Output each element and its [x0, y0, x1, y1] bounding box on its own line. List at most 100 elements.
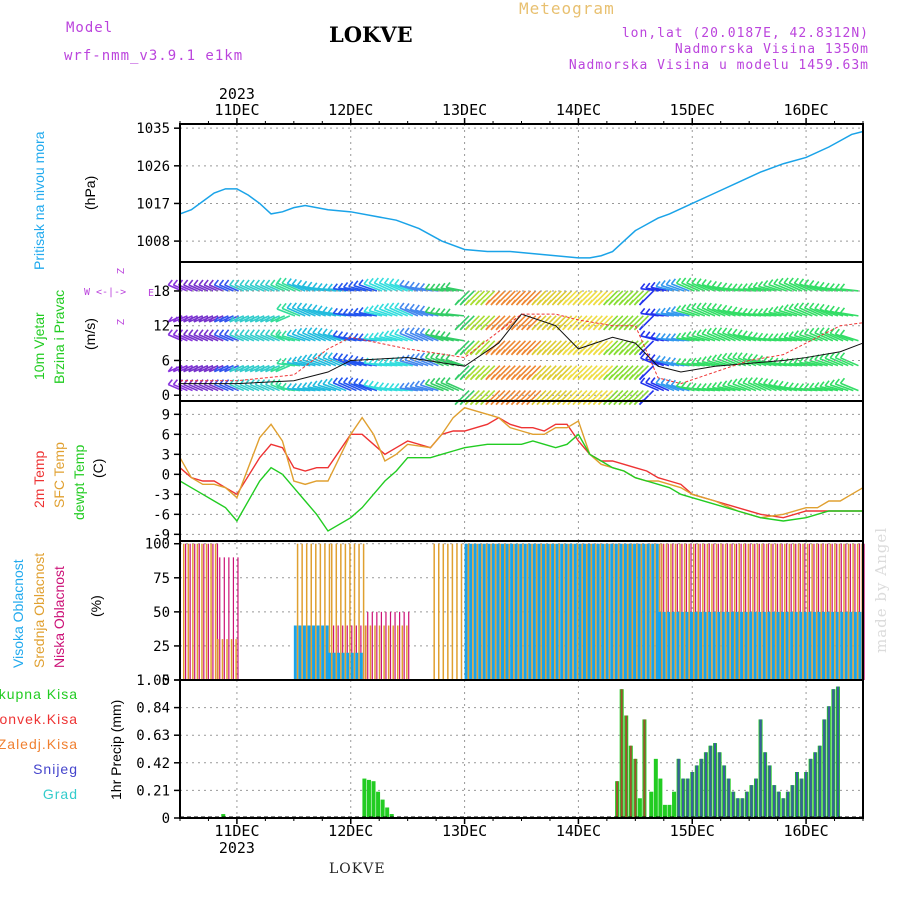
wind-barb-tick: [567, 374, 573, 381]
precip-total-bar: [366, 779, 371, 818]
wind-barb-tick: [732, 283, 738, 290]
wind-barb-tick: [167, 279, 173, 286]
cloud-mid-bar: [788, 543, 791, 680]
wind-barb-tick: [353, 280, 359, 287]
cloud-mid-bar: [715, 543, 718, 680]
wind-barb-tick: [783, 277, 789, 284]
cloud-mid-bar: [319, 543, 322, 680]
wind-barb: [686, 282, 706, 292]
wind-barb-tick: [281, 330, 287, 337]
wind-barb-tick: [464, 299, 471, 306]
cloud-mid-bar: [217, 639, 219, 680]
wind-barb: [384, 362, 403, 367]
wind-barb-tick: [618, 374, 624, 381]
precip-snow-bar: [700, 758, 703, 818]
wind-barb: [789, 335, 808, 342]
wind-barb-tick: [752, 332, 758, 339]
cloud-mid-bar: [720, 543, 722, 680]
temp-t2m-line: [179, 416, 863, 519]
wind-barb-tick: [296, 302, 303, 309]
wind-barb-tick: [778, 380, 784, 387]
wind-barb: [763, 312, 782, 317]
wind-gust-line: [180, 313, 864, 385]
cloud-high-bar: [633, 543, 637, 680]
wind-barb-tick: [485, 374, 491, 381]
cloud-mid-bar: [692, 543, 695, 680]
precip-conv-bar: [620, 689, 623, 818]
cloud-mid-bar: [738, 543, 741, 680]
wind-barb-tick: [327, 283, 333, 290]
precip-snow-bar: [754, 778, 758, 818]
wind-barb: [244, 284, 260, 292]
wind-barb-tick: [167, 329, 173, 336]
wind-barb: [276, 282, 296, 292]
wind-barb-tick: [582, 374, 588, 381]
precip-snow-bar: [768, 765, 771, 818]
wind-barb-tick: [322, 378, 328, 385]
wind-barb-tick: [188, 316, 194, 323]
wind-barb: [260, 383, 275, 392]
wind-barb: [409, 358, 429, 367]
wind-barb-tick: [505, 324, 511, 331]
cloud-high-bar: [614, 543, 618, 680]
wind-barb-tick: [824, 380, 830, 387]
wind-barb: [829, 332, 849, 342]
wind-barb-tick: [716, 303, 723, 310]
pressure-ytick-label: 1008: [136, 234, 170, 250]
cloud-mid-bar: [433, 543, 435, 680]
cloud-high-bar: [564, 543, 568, 680]
cloud-high-bar: [332, 652, 336, 680]
cloud-high-bar: [662, 611, 666, 680]
wind-barb-tick: [701, 279, 707, 286]
wind-barb-tick: [783, 381, 789, 388]
cloud-high-bar: [501, 543, 505, 680]
wind-barb-tick: [383, 330, 390, 337]
wind-barb-tick: [824, 327, 830, 334]
wind-barb: [394, 333, 414, 342]
wind-barb-tick: [613, 299, 619, 306]
bottom-year-label: 2023: [219, 839, 255, 857]
cloud-mid-bar: [654, 543, 656, 680]
cloud-mid-bar: [406, 625, 408, 680]
wind-barb-tick: [839, 377, 846, 384]
wind-barb: [214, 334, 229, 342]
cloud-high-bar: [596, 543, 600, 680]
wind-barb-tick: [469, 324, 476, 331]
legend-total: Ukupna Kisa: [0, 686, 78, 702]
wind-barb-tick: [419, 283, 426, 290]
wind-barb-tick: [332, 330, 338, 337]
wind-barb: [348, 312, 367, 317]
wind-barb: [676, 337, 695, 342]
cloud-mid-bar: [595, 543, 597, 680]
wind-barb-tick: [505, 374, 511, 381]
wind-barb-tick: [218, 366, 225, 373]
wind-barb-tick: [526, 299, 532, 306]
wind-barb-tick: [414, 282, 420, 289]
wind-barb-tick: [747, 353, 753, 360]
wind-barb-tick: [742, 330, 748, 337]
wind-barb-tick: [762, 333, 769, 340]
precip-total-bar: [649, 791, 654, 818]
wind-barb-tick: [445, 308, 451, 315]
wind-barb: [809, 307, 829, 317]
wind-barb: [203, 334, 219, 342]
wind-barb-tick: [358, 307, 364, 314]
wind-barb-tick: [317, 283, 323, 290]
wind-barb: [255, 284, 270, 292]
cloud-mid-bar: [210, 543, 212, 680]
wind-barb-tick: [747, 377, 753, 384]
wind-barb-tick: [368, 305, 374, 312]
cloud-mid-bar: [230, 639, 233, 680]
cloud-mid-bar: [335, 543, 338, 680]
wind-barb-tick: [686, 277, 692, 284]
cloud-mid-bar: [315, 543, 317, 680]
wind-barb-tick: [317, 305, 323, 312]
wind-barb: [701, 360, 721, 367]
cloud-mid-bar: [330, 543, 333, 680]
wind-barb-tick: [655, 308, 661, 315]
wind-barb: [322, 333, 342, 342]
cloud-mid-bar: [340, 543, 342, 680]
wind-barb-tick: [409, 381, 415, 388]
wind-barb: [671, 337, 690, 342]
wind-barb-tick: [722, 352, 728, 359]
